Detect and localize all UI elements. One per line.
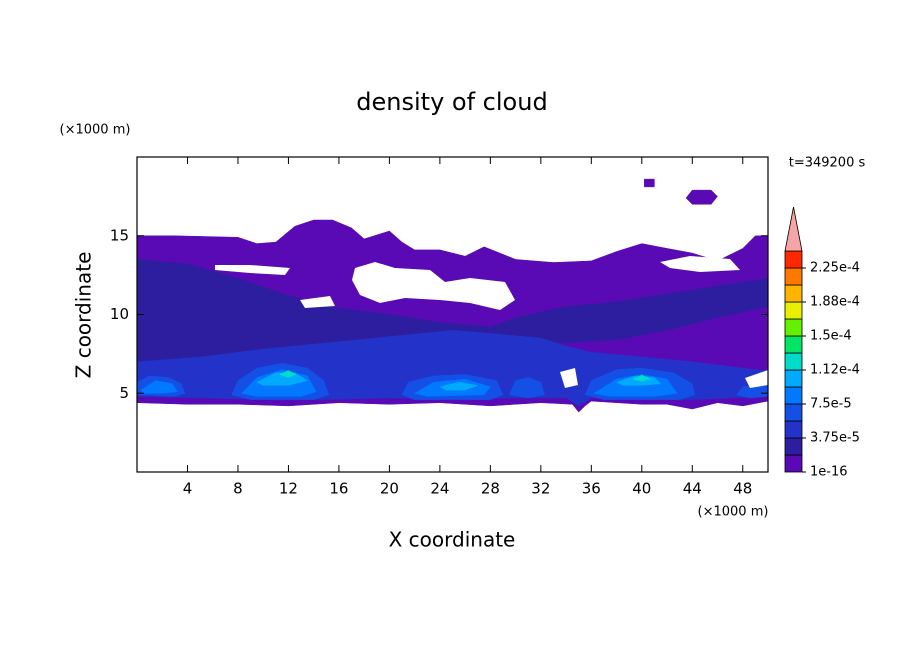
- time-annotation: t=349200 s: [789, 156, 866, 171]
- colorbar-tick-label: 1.12e-4: [810, 363, 860, 378]
- colorbar-segment: [784, 369, 803, 388]
- x-tick-label: 12: [279, 480, 298, 498]
- y-tick-label: 5: [119, 384, 129, 402]
- contour-region: [508, 377, 545, 399]
- colorbar-segment: [784, 352, 803, 371]
- hole: [560, 368, 578, 388]
- y-tick-label: 15: [110, 226, 129, 244]
- contour-region: [735, 383, 768, 399]
- contour-region: [256, 372, 309, 386]
- x-tick-label: 32: [531, 480, 550, 498]
- x-tick-label: 24: [430, 480, 449, 498]
- hole: [300, 296, 335, 308]
- colorbar-segment: [784, 301, 803, 320]
- colorbar-tick-label: 3.75e-5: [810, 431, 860, 446]
- x-tick-label: 48: [733, 480, 752, 498]
- y-unit: (×1000 m): [60, 123, 131, 138]
- contour-holes: [215, 256, 768, 388]
- contour-field: [137, 178, 768, 413]
- colorbar-segment: [784, 318, 803, 337]
- colorbar-segment: [784, 420, 803, 439]
- hole: [215, 265, 290, 275]
- colorbar: 1e-16 3.75e-5 7.5e-5 1.12e-4 1.5e-4 1.88e-4 2.…: [784, 206, 860, 480]
- colorbar-segment: [784, 437, 803, 456]
- colorbar-segment: [784, 335, 803, 354]
- colorbar-segment: [784, 454, 803, 473]
- colorbar-tick-label: 7.5e-5: [810, 397, 852, 412]
- colorbar-segment: [784, 403, 803, 422]
- colorbar-tick-label: 1.88e-4: [810, 295, 860, 310]
- hole: [352, 262, 515, 310]
- hole: [660, 256, 740, 272]
- y-axis-title: Z coordinate: [72, 252, 96, 379]
- colorbar-segment: [784, 267, 803, 286]
- x-axis-title: X coordinate: [389, 528, 516, 552]
- x-tick-label: 4: [183, 480, 193, 498]
- colorbar-segment: [784, 386, 803, 405]
- x-tick-label: 20: [380, 480, 399, 498]
- colorbar-extend: [784, 206, 803, 252]
- y-tick-label: 10: [110, 305, 129, 323]
- colorbar-tick-label: 1e-16: [810, 465, 848, 480]
- colorbar-segment: [784, 250, 803, 269]
- x-tick-label: 28: [481, 480, 500, 498]
- x-tick-label: 44: [683, 480, 702, 498]
- contour-region: [278, 370, 297, 378]
- contour-region: [632, 374, 652, 382]
- hole: [745, 370, 768, 388]
- x-tick-label: 40: [632, 480, 651, 498]
- colorbar-tick-label: 1.5e-4: [810, 329, 852, 344]
- colorbar-tick-label: 2.25e-4: [810, 261, 860, 276]
- chart-title: density of cloud: [356, 88, 547, 116]
- contour-region: [439, 381, 479, 391]
- x-unit: (×1000 m): [698, 505, 769, 520]
- contour-region: [644, 178, 655, 188]
- colorbar-segment: [784, 284, 803, 303]
- x-tick-label: 8: [233, 480, 243, 498]
- x-tick-label: 16: [329, 480, 348, 498]
- x-tick-label: 36: [582, 480, 601, 498]
- contour-region: [685, 189, 718, 205]
